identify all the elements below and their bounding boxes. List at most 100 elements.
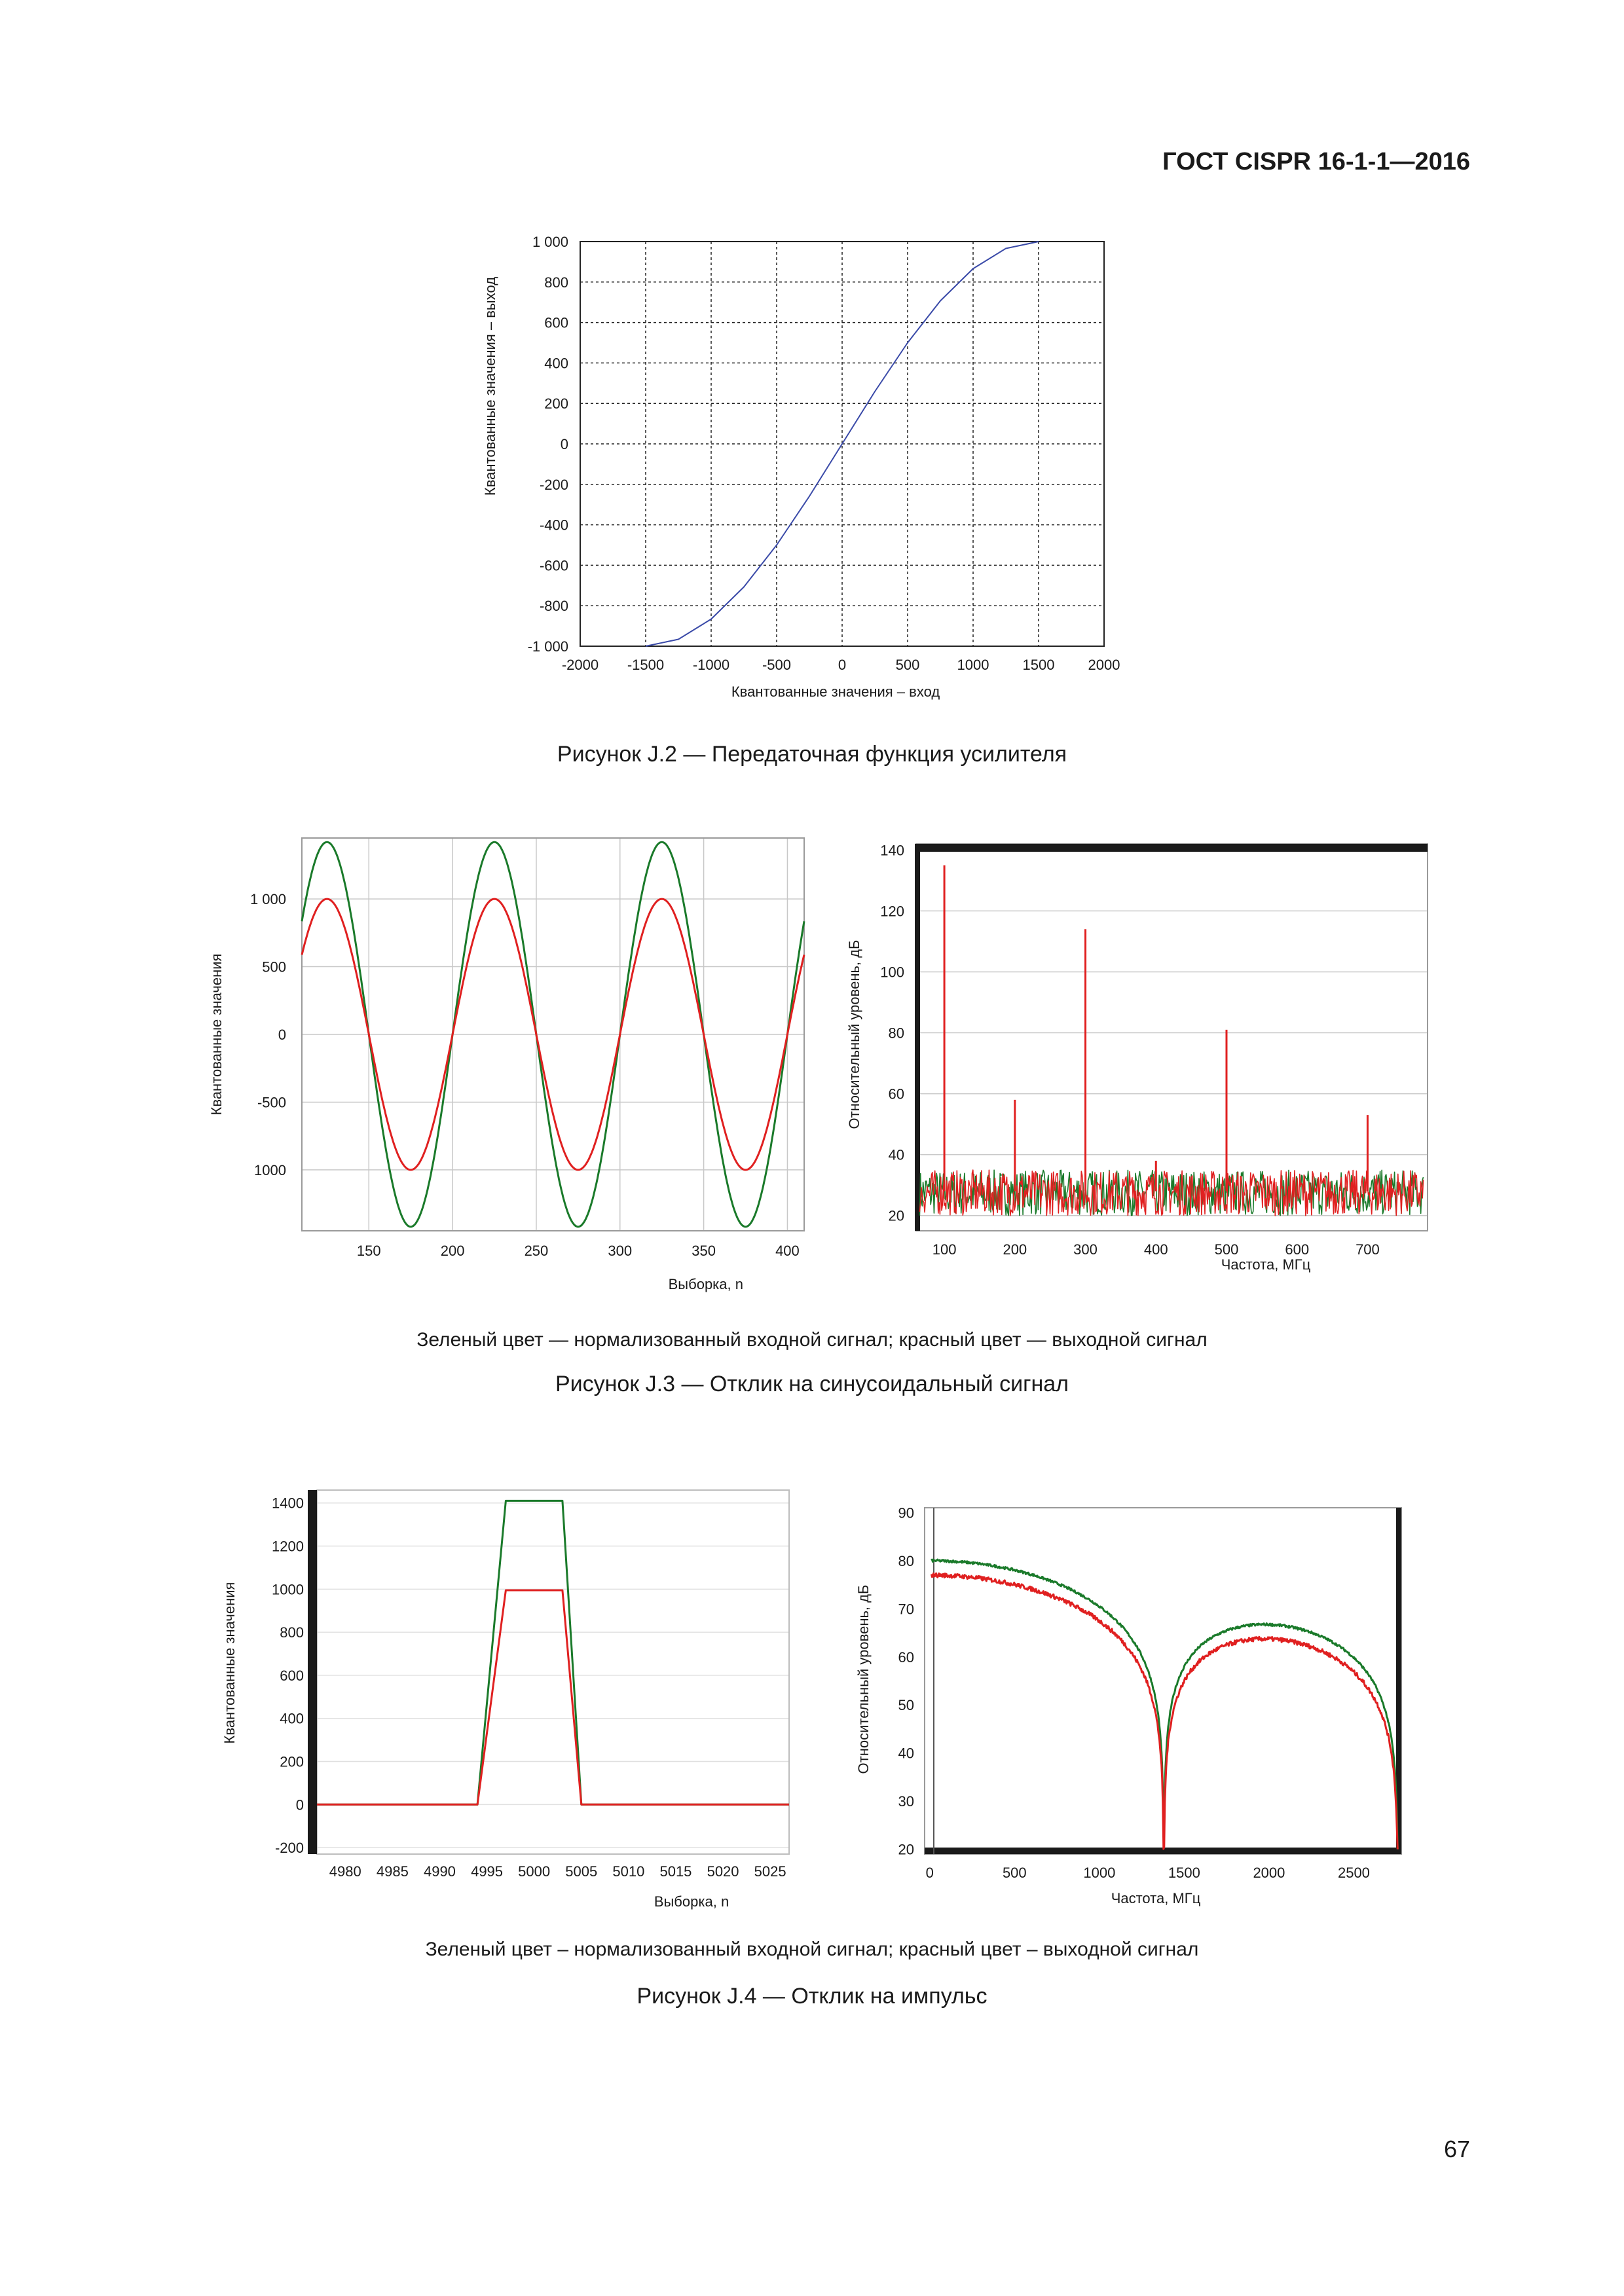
y-tick-label: 80 bbox=[898, 1553, 914, 1569]
x-tick-label: 500 bbox=[1003, 1865, 1027, 1881]
input-sine-series bbox=[301, 841, 805, 1228]
figure-j3-caption: Рисунок J.3 — Отклик на синусоидальный с… bbox=[555, 1372, 1069, 1396]
x-axis-label: Выборка, n bbox=[654, 1893, 729, 1910]
x-axis-label: Квантованные значения – вход bbox=[731, 683, 940, 700]
y-tick-label: 1200 bbox=[272, 1539, 304, 1555]
y-tick-label: 20 bbox=[889, 1208, 904, 1224]
y-tick-label: 1400 bbox=[272, 1495, 304, 1512]
x-tick-label: 100 bbox=[932, 1241, 957, 1258]
x-tick-label: 1000 bbox=[957, 657, 989, 673]
output-noise-floor bbox=[919, 1169, 1424, 1216]
x-tick-label: 1500 bbox=[1168, 1865, 1200, 1881]
y-tick-label: 800 bbox=[544, 274, 568, 291]
y-tick-label: 140 bbox=[880, 842, 904, 858]
y-tick-label: 600 bbox=[544, 315, 568, 331]
figure-j4-note: Зеленый цвет – нормализованный входной с… bbox=[425, 1939, 1199, 1960]
x-tick-label: 500 bbox=[1215, 1241, 1239, 1258]
plot-frame bbox=[915, 843, 1428, 1231]
y-tick-label: 200 bbox=[544, 395, 568, 412]
y-tick-label: 1 000 bbox=[532, 234, 568, 250]
y-tick-label: 100 bbox=[880, 964, 904, 980]
x-tick-label: 600 bbox=[1285, 1241, 1309, 1258]
y-tick-label: -500 bbox=[257, 1094, 286, 1110]
figure-j2-caption: Рисунок J.2 — Передаточная функция усили… bbox=[557, 742, 1067, 767]
y-axis-label: Квантованные значения bbox=[221, 1582, 238, 1744]
y-tick-label: 60 bbox=[898, 1649, 914, 1666]
x-tick-label: 4990 bbox=[424, 1863, 456, 1880]
y-tick-label: -600 bbox=[540, 557, 568, 574]
figure-j3-note: Зеленый цвет — нормализованный входной с… bbox=[416, 1329, 1208, 1351]
x-tick-label: 150 bbox=[357, 1243, 381, 1259]
y-tick-label: 1 000 bbox=[250, 891, 286, 907]
output-pulse-series bbox=[317, 1589, 789, 1806]
y-tick-label: 60 bbox=[889, 1086, 904, 1102]
y-tick-label: 400 bbox=[280, 1711, 304, 1727]
x-axis-label: Частота, МГц bbox=[1111, 1890, 1201, 1906]
x-tick-label: 5005 bbox=[565, 1863, 597, 1880]
y-tick-label: -1 000 bbox=[528, 638, 568, 655]
plot-frame bbox=[580, 241, 1105, 647]
y-axis-label: Относительный уровень, дБ bbox=[846, 940, 862, 1129]
x-tick-label: -1500 bbox=[627, 657, 664, 673]
output-sine-series bbox=[301, 898, 805, 1171]
x-tick-label: -2000 bbox=[562, 657, 599, 673]
x-tick-label: 4980 bbox=[329, 1863, 361, 1880]
y-axis-label: Квантованные значения – выход bbox=[482, 277, 498, 496]
x-tick-label: 500 bbox=[896, 657, 920, 673]
x-tick-label: 200 bbox=[441, 1243, 465, 1259]
plot-right-bar bbox=[1396, 1508, 1401, 1854]
x-tick-label: 4985 bbox=[377, 1863, 409, 1880]
y-tick-label: 0 bbox=[278, 1027, 286, 1043]
y-tick-label: 120 bbox=[880, 903, 904, 919]
plot-left-bar bbox=[308, 1490, 317, 1854]
transfer-curve bbox=[645, 241, 1039, 647]
x-axis-label: Частота, МГц bbox=[1221, 1256, 1311, 1273]
x-tick-label: 250 bbox=[525, 1243, 549, 1259]
x-tick-label: 400 bbox=[1144, 1241, 1168, 1258]
plot-frame bbox=[301, 837, 805, 1231]
y-tick-label: 40 bbox=[889, 1147, 904, 1163]
x-tick-label: 700 bbox=[1356, 1241, 1380, 1258]
figure-j4-caption: Рисунок J.4 — Отклик на импульс bbox=[637, 1984, 987, 2009]
y-tick-label: -200 bbox=[275, 1840, 304, 1856]
x-tick-label: 200 bbox=[1003, 1241, 1027, 1258]
output-spectrum-series bbox=[930, 1572, 1399, 1850]
x-axis-label: Выборка, n bbox=[669, 1276, 743, 1292]
x-tick-label: 5010 bbox=[612, 1863, 644, 1880]
y-axis-label: Относительный уровень, дБ bbox=[855, 1585, 872, 1774]
y-tick-label: 400 bbox=[544, 355, 568, 371]
x-tick-label: 0 bbox=[926, 1865, 934, 1881]
y-tick-label: 500 bbox=[262, 959, 286, 975]
y-tick-label: -800 bbox=[540, 598, 568, 614]
y-tick-label: 600 bbox=[280, 1667, 304, 1684]
y-tick-label: 90 bbox=[898, 1504, 914, 1521]
x-tick-label: 5025 bbox=[754, 1863, 786, 1880]
y-tick-label: 80 bbox=[889, 1025, 904, 1042]
x-tick-label: 5000 bbox=[518, 1863, 550, 1880]
plot-top-bar bbox=[916, 844, 1428, 852]
x-tick-label: 4995 bbox=[471, 1863, 503, 1880]
y-tick-label: 30 bbox=[898, 1793, 914, 1810]
y-tick-label: -400 bbox=[540, 517, 568, 534]
y-tick-label: 0 bbox=[296, 1796, 304, 1813]
y-tick-label: 0 bbox=[561, 436, 568, 452]
y-tick-label: 200 bbox=[280, 1754, 304, 1770]
page-number: 67 bbox=[1443, 2136, 1470, 2162]
x-tick-label: 300 bbox=[608, 1243, 632, 1259]
x-tick-label: 350 bbox=[692, 1243, 716, 1259]
y-tick-label: -200 bbox=[540, 477, 568, 493]
y-tick-label: 1000 bbox=[272, 1581, 304, 1597]
y-tick-label: 1000 bbox=[254, 1162, 286, 1178]
x-tick-label: 5020 bbox=[707, 1863, 739, 1880]
plot-left-bar bbox=[915, 844, 920, 1231]
x-tick-label: 2000 bbox=[1088, 657, 1120, 673]
x-tick-label: 1000 bbox=[1083, 1865, 1115, 1881]
plot-bottom-bar bbox=[925, 1848, 1401, 1854]
y-tick-label: 800 bbox=[280, 1624, 304, 1641]
x-tick-label: 1500 bbox=[1023, 657, 1055, 673]
x-tick-label: -1000 bbox=[693, 657, 729, 673]
x-tick-label: 2500 bbox=[1338, 1865, 1370, 1881]
y-tick-label: 50 bbox=[898, 1697, 914, 1713]
x-tick-label: 0 bbox=[838, 657, 846, 673]
